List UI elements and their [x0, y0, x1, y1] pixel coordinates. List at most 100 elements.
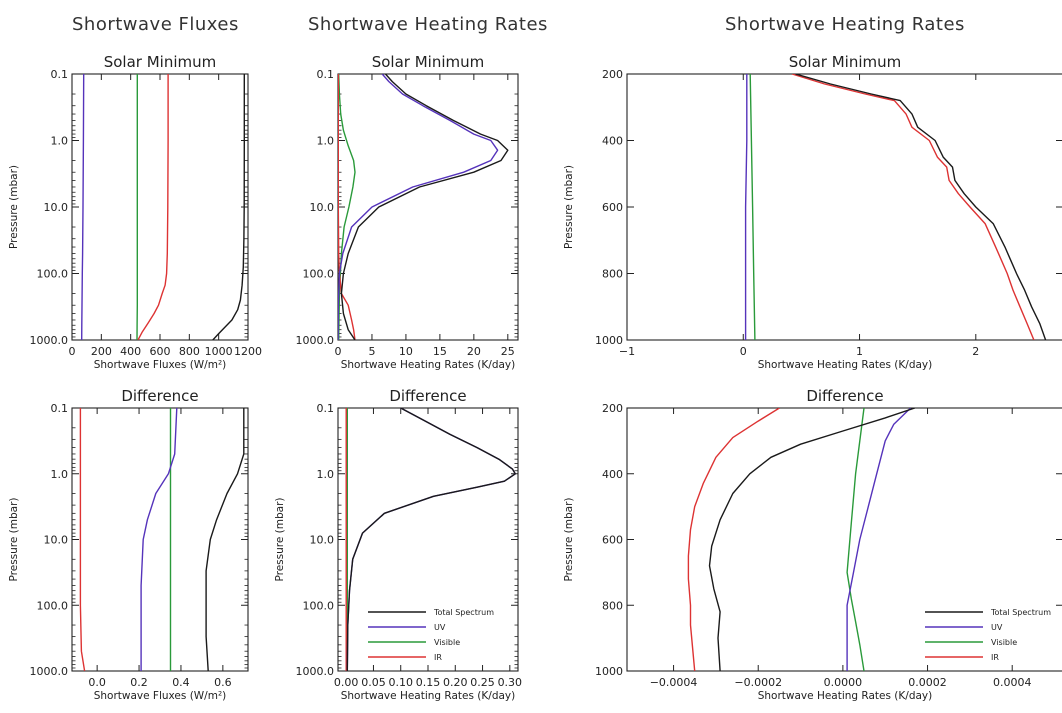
series-line-total — [346, 408, 516, 671]
series-line-visible — [749, 74, 756, 340]
y-tick-label: 10.0 — [310, 201, 335, 214]
plot-frame — [71, 407, 249, 672]
x-tick-label: 0.10 — [388, 676, 413, 689]
y-tick-label: 0.1 — [51, 68, 69, 81]
y-tick-label: 400 — [602, 135, 623, 148]
panel-5: Difference 0.00 0.05 0.10 0.15 0.20 0.25 0.30 0.… — [274, 387, 522, 702]
series-line-total — [205, 408, 245, 671]
series-line-uv — [81, 74, 85, 340]
x-tick-label: 5 — [368, 345, 375, 358]
x-tick-label: 400 — [120, 345, 141, 358]
x-tick-label: 15 — [433, 345, 447, 358]
y-tick-label: 0.1 — [317, 402, 335, 415]
y-tick-label: 1000 — [595, 665, 623, 678]
y-tick-label: 1000 — [595, 334, 623, 347]
y-tick-label: 1000.0 — [296, 665, 335, 678]
legend-label-uv: UV — [434, 623, 446, 632]
y-tick-label: 1000.0 — [30, 334, 69, 347]
legend-label-visible: Visible — [991, 638, 1017, 647]
x-axis-label: Shortwave Heating Rates (K/day) — [758, 359, 933, 371]
series-line-uv — [346, 408, 516, 671]
y-tick-label: 10.0 — [44, 534, 69, 547]
y-tick-label: 100.0 — [303, 268, 335, 281]
x-tick-label: 0.05 — [361, 676, 386, 689]
y-tick-label: 1000.0 — [296, 334, 335, 347]
series-line-ir — [338, 74, 356, 340]
y-tick-label: 200 — [602, 402, 623, 415]
y-tick-label: 0.1 — [317, 68, 335, 81]
x-tick-label: 0 — [335, 345, 342, 358]
y-tick-label: 10.0 — [310, 534, 335, 547]
y-axis-label: Pressure (mbar) — [563, 165, 575, 249]
y-tick-label: 1.0 — [51, 135, 69, 148]
series-line-ir — [79, 408, 86, 671]
legend-label-total: Total Spectrum — [433, 608, 494, 617]
series-line-total — [212, 74, 246, 340]
x-tick-label: 0.4 — [172, 676, 190, 689]
x-tick-label: 600 — [150, 345, 171, 358]
series-line-ir — [137, 74, 169, 340]
series-line-ir — [791, 74, 1035, 340]
y-tick-label: 400 — [602, 468, 623, 481]
series-line-visible — [338, 74, 356, 340]
series-line-ir — [687, 408, 780, 671]
panel-1: Solar Minimum 0 200 400 600 800 1000 1200 0.1 1.0… — [8, 53, 262, 371]
panel-title: Solar Minimum — [104, 53, 217, 71]
y-axis-label: Pressure (mbar) — [8, 165, 20, 249]
y-tick-label: 0.1 — [51, 402, 69, 415]
x-tick-label: −0.0004 — [650, 676, 698, 689]
heating-rates-right-group-title: Shortwave Heating Rates — [725, 14, 965, 35]
x-tick-label: 25 — [501, 345, 515, 358]
y-tick-label: 600 — [602, 534, 623, 547]
x-tick-label: 1000 — [205, 345, 233, 358]
plot-frame — [626, 73, 1062, 341]
y-tick-label: 100.0 — [37, 599, 69, 612]
legend-label-ir: IR — [434, 653, 442, 662]
x-tick-label: 0.0 — [88, 676, 106, 689]
x-tick-label: 0.15 — [416, 676, 441, 689]
series-line-uv — [846, 408, 912, 671]
plot-frame — [337, 407, 519, 672]
x-tick-label: 0 — [740, 345, 747, 358]
y-axis-label: Pressure (mbar) — [274, 497, 286, 581]
series-line-total — [708, 408, 916, 671]
x-axis-label: Shortwave Heating Rates (K/day) — [341, 690, 516, 702]
y-tick-label: 1.0 — [317, 468, 335, 481]
y-tick-label: 600 — [602, 201, 623, 214]
panel-6: Difference −0.0004 −0.0002 0.0000 0.0002 0.00… — [563, 387, 1062, 702]
panel-title: Difference — [389, 387, 466, 405]
y-axis-label: Pressure (mbar) — [563, 497, 575, 581]
panel-3: Solar Minimum −1 0 1 2 200 400 600 800 1000 Shortw… — [563, 53, 1062, 371]
x-tick-label: −0.0002 — [734, 676, 782, 689]
x-tick-label: 2 — [972, 345, 979, 358]
y-tick-label: 100.0 — [303, 599, 335, 612]
x-tick-label: 0.6 — [214, 676, 232, 689]
x-tick-label: −1 — [619, 345, 635, 358]
x-tick-label: 0.00 — [334, 676, 359, 689]
x-axis-label: Shortwave Heating Rates (K/day) — [341, 359, 516, 371]
x-tick-label: 1200 — [234, 345, 262, 358]
x-tick-label: 0.0004 — [993, 676, 1032, 689]
panel-title: Difference — [121, 387, 198, 405]
x-tick-label: 0.25 — [470, 676, 495, 689]
y-tick-label: 800 — [602, 268, 623, 281]
series-line-uv — [338, 74, 499, 340]
series-line-total — [795, 74, 1047, 340]
y-axis-label: Pressure (mbar) — [8, 497, 20, 581]
y-tick-label: 100.0 — [37, 268, 69, 281]
series-line-total — [340, 74, 509, 340]
x-axis-label: Shortwave Fluxes (W/m²) — [94, 690, 227, 702]
legend-label-total: Total Spectrum — [990, 608, 1051, 617]
x-tick-label: 800 — [179, 345, 200, 358]
y-tick-label: 1.0 — [317, 135, 335, 148]
legend-label-visible: Visible — [434, 638, 460, 647]
panel-4: Difference 0.0 0.2 0.4 0.6 0.1 1.0 10.0 100.0 100… — [8, 387, 249, 702]
x-tick-label: 0.0002 — [908, 676, 947, 689]
legend-label-ir: IR — [991, 653, 999, 662]
x-axis-label: Shortwave Heating Rates (K/day) — [758, 690, 933, 702]
plot-frame — [337, 73, 519, 341]
x-tick-label: 20 — [467, 345, 481, 358]
y-tick-label: 10.0 — [44, 201, 69, 214]
x-tick-label: 0.30 — [498, 676, 523, 689]
